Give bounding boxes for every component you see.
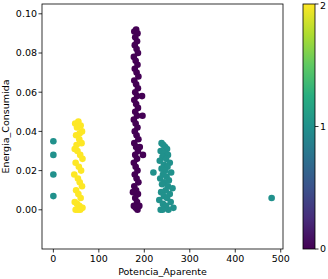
plot-frame <box>42 4 283 249</box>
colorbar-tick <box>315 249 319 250</box>
colorbar-tick-label: 0 <box>320 243 326 254</box>
point <box>139 93 146 100</box>
y-tick <box>39 53 43 54</box>
point <box>77 195 84 202</box>
point <box>169 185 176 192</box>
y-tick-label: 0.04 <box>16 126 37 137</box>
x-tick-label: 300 <box>181 253 199 264</box>
point <box>150 169 157 176</box>
point <box>159 181 166 188</box>
point <box>50 152 57 159</box>
x-tick-label: 400 <box>226 253 244 264</box>
point <box>136 203 143 210</box>
point <box>50 193 57 200</box>
point <box>76 130 83 137</box>
x-tick <box>53 249 54 253</box>
point <box>130 189 137 196</box>
point <box>140 152 147 159</box>
y-tick <box>39 170 43 171</box>
colorbar-tick <box>315 126 319 127</box>
x-tick-label: 0 <box>50 253 56 264</box>
point <box>50 138 57 145</box>
y-tick <box>39 209 43 210</box>
point <box>79 205 86 212</box>
colorbar-tick-label: 2 <box>320 0 326 11</box>
y-tick <box>39 13 43 14</box>
x-tick <box>98 249 99 253</box>
point <box>139 112 146 119</box>
y-tick-label: 0.08 <box>16 47 37 58</box>
y-tick-label: 0.00 <box>16 204 37 215</box>
chart: 0 100 200 300 400 500 0.00 0.02 0.04 0.06 0.08 0.10… <box>0 0 328 279</box>
point <box>73 142 80 149</box>
x-tick <box>280 249 281 253</box>
y-tick-label: 0.06 <box>16 87 37 98</box>
x-tick <box>144 249 145 253</box>
x-tick-label: 100 <box>90 253 108 264</box>
x-tick <box>235 249 236 253</box>
x-tick <box>189 249 190 253</box>
point <box>159 207 166 214</box>
point <box>268 195 275 202</box>
point <box>77 122 84 129</box>
colorbar-tick-label: 1 <box>320 121 326 132</box>
x-axis-label: Potencia_Aparente <box>118 266 207 277</box>
colorbar <box>303 4 315 249</box>
colorbar-tick <box>315 4 319 5</box>
y-tick <box>39 92 43 93</box>
point <box>79 183 86 190</box>
points <box>50 26 275 213</box>
point <box>78 167 85 174</box>
x-tick-label: 500 <box>272 253 290 264</box>
y-tick-label: 0.02 <box>16 165 37 176</box>
y-tick <box>39 131 43 132</box>
point <box>79 156 86 163</box>
y-tick-label: 0.10 <box>16 8 37 19</box>
y-axis-label: Energia_Consumida <box>0 79 11 173</box>
point <box>50 171 57 178</box>
x-tick-label: 200 <box>135 253 153 264</box>
point <box>136 144 143 151</box>
